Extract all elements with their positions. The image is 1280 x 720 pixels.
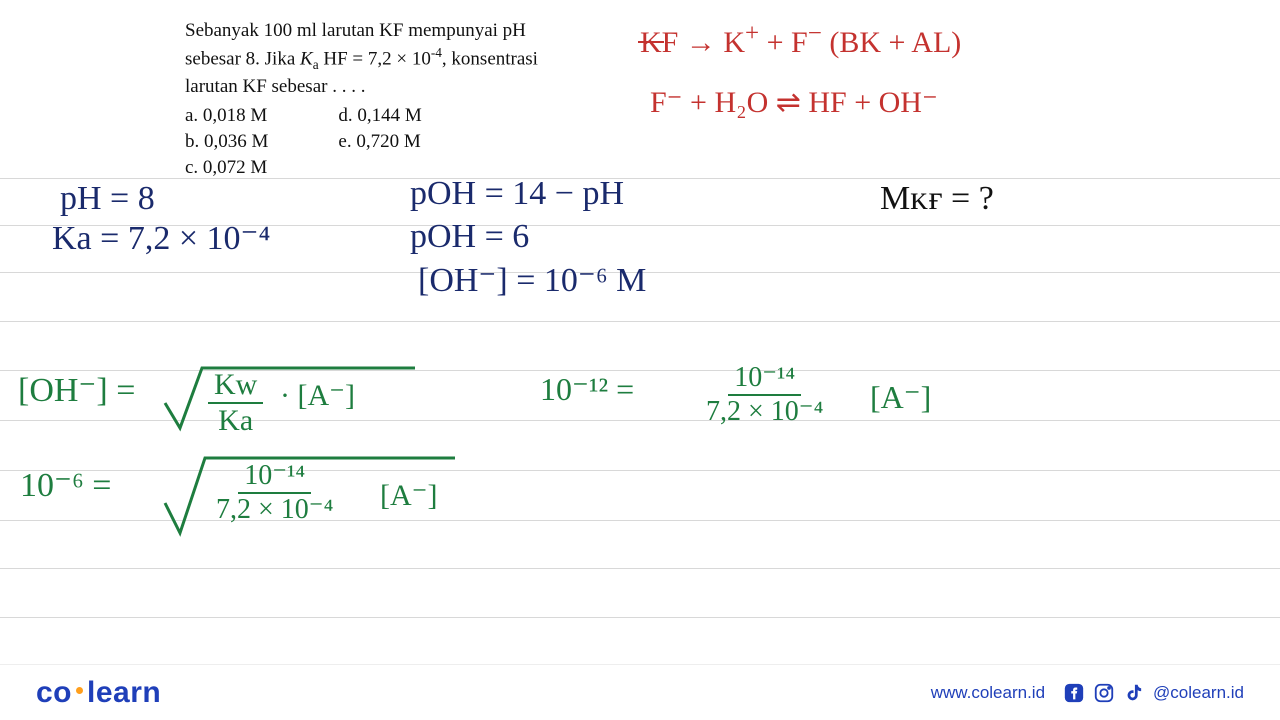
green-frac1-bot: Ka	[212, 404, 259, 436]
green-frac2-top: 10⁻¹⁴	[238, 462, 311, 494]
green-frac1: KwKa	[208, 368, 263, 436]
green-lhs2: 10⁻⁶ =	[20, 465, 111, 505]
logo-dot-icon	[76, 687, 83, 694]
social-icons: @colearn.id	[1063, 682, 1244, 704]
green-rhs-top: 10⁻¹⁴	[728, 364, 801, 396]
option-e: e. 0,720 M	[338, 129, 421, 155]
green-rhs-tail: [A⁻]	[870, 378, 931, 416]
green-tail1: · [A⁻]	[280, 378, 355, 413]
green-rhs-lhs: 10⁻¹² =	[540, 370, 634, 408]
logo-left: co	[36, 676, 72, 709]
black-mkf: Mᴋғ = ?	[880, 180, 994, 218]
green-frac1-top: Kw	[208, 370, 263, 404]
green-rhs-bot: 7,2 × 10⁻⁴	[700, 396, 829, 426]
problem-text: Sebanyak 100 ml larutan KF mempunyai pH …	[185, 18, 585, 99]
footer-url: www.colearn.id	[931, 683, 1045, 703]
red-reaction-1: KF → K+ + F− (BK + AL)	[640, 20, 961, 60]
option-a: a. 0,018 M	[185, 103, 268, 129]
logo-right: learn	[87, 676, 161, 709]
option-d: d. 0,144 M	[338, 103, 421, 129]
option-b: b. 0,036 M	[185, 129, 268, 155]
social-handle: @colearn.id	[1153, 683, 1244, 703]
facebook-icon	[1063, 682, 1085, 704]
blue-poh2: pOH = 6	[410, 218, 529, 256]
footer-bar: colearn www.colearn.id @colearn.id	[0, 664, 1280, 720]
tiktok-icon	[1123, 682, 1145, 704]
blue-ka: Ka = 7,2 × 10⁻⁴	[52, 218, 270, 258]
option-c: c. 0,072 M	[185, 155, 268, 181]
blue-ph: pH = 8	[60, 180, 155, 218]
green-frac2: 10⁻¹⁴7,2 × 10⁻⁴	[210, 460, 339, 524]
problem-statement: Sebanyak 100 ml larutan KF mempunyai pH …	[185, 18, 585, 180]
green-tail2: [A⁻]	[380, 478, 437, 513]
green-lhs1: [OH⁻] =	[18, 370, 135, 410]
red-reaction-2: F⁻ + H₂O ⇌ HF + OH⁻	[650, 85, 938, 120]
brand-logo: colearn	[36, 676, 161, 710]
instagram-icon	[1093, 682, 1115, 704]
blue-poh1: pOH = 14 − pH	[410, 175, 624, 213]
blue-oh: [OH⁻] = 10⁻⁶ M	[418, 260, 646, 300]
green-rhs-frac: 10⁻¹⁴7,2 × 10⁻⁴	[700, 362, 829, 426]
green-frac2-bot: 7,2 × 10⁻⁴	[210, 494, 339, 524]
